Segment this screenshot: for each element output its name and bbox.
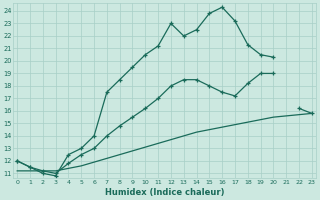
X-axis label: Humidex (Indice chaleur): Humidex (Indice chaleur) [105,188,224,197]
